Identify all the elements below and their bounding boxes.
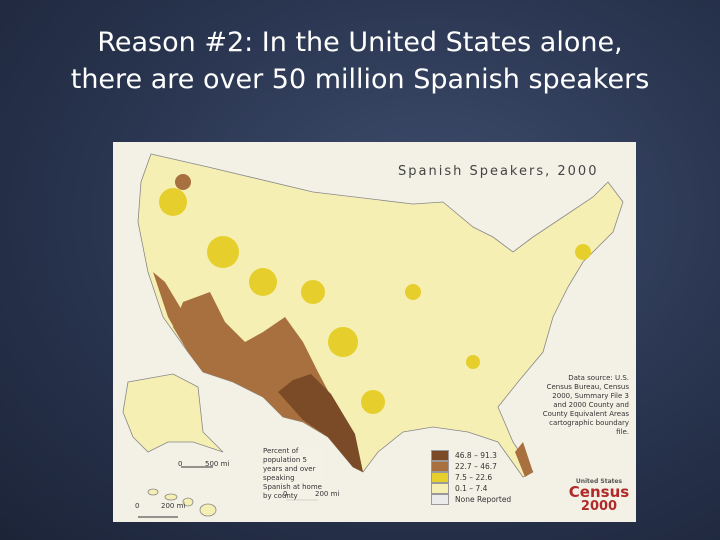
- legend-item: 22.7 – 46.7: [431, 461, 511, 472]
- legend-swatch: [431, 483, 449, 494]
- legend-swatch: [431, 494, 449, 505]
- alaska: [122, 373, 224, 453]
- logo-year: 2000: [580, 499, 618, 514]
- scale-label: 0: [283, 490, 288, 498]
- legend-label: 46.8 – 91.3: [455, 451, 497, 460]
- census-logo: United States Census 2000: [568, 478, 630, 513]
- legend-swatch: [431, 472, 449, 483]
- scale-label: 200 mi: [161, 502, 186, 510]
- data-source: Data source: U.S. Census Bureau, Census …: [542, 374, 629, 436]
- scale-label: 0: [135, 502, 140, 510]
- legend: 46.8 – 91.3 22.7 – 46.7 7.5 – 22.6 0.1 – 7.…: [431, 450, 511, 505]
- legend-swatch: [431, 450, 449, 461]
- border-region: [278, 374, 363, 472]
- yellow-patches: [159, 188, 591, 414]
- nw-region: [175, 174, 191, 190]
- map-title: Spanish Speakers, 2000: [398, 164, 599, 179]
- legend-label: 22.7 – 46.7: [455, 462, 497, 471]
- legend-title: Percent of population 5 years and over s…: [263, 447, 323, 501]
- logo-top: United States: [575, 478, 623, 485]
- legend-label: None Reported: [455, 495, 512, 504]
- scale-label: 0: [178, 460, 183, 468]
- legend-label: 0.1 – 7.4: [455, 484, 488, 493]
- map-image: Spanish Speakers, 2000 Percent of popula…: [113, 142, 636, 522]
- legend-item: None Reported: [431, 494, 511, 505]
- legend-item: 46.8 – 91.3: [431, 450, 511, 461]
- slide-title: Reason #2: In the United States alone, t…: [70, 27, 650, 95]
- hawaii: [147, 488, 217, 517]
- legend-item: 7.5 – 22.6: [431, 472, 511, 483]
- florida-region: [515, 442, 533, 477]
- california-region: [153, 272, 201, 352]
- map-shapes: [122, 153, 624, 518]
- logo-word: Census: [568, 483, 630, 501]
- legend-swatch: [431, 461, 449, 472]
- legend-label: 7.5 – 22.6: [455, 473, 493, 482]
- scale-label: 500 mi: [205, 460, 230, 468]
- legend-item: 0.1 – 7.4: [431, 483, 511, 494]
- scale-label: 200 mi: [315, 490, 340, 498]
